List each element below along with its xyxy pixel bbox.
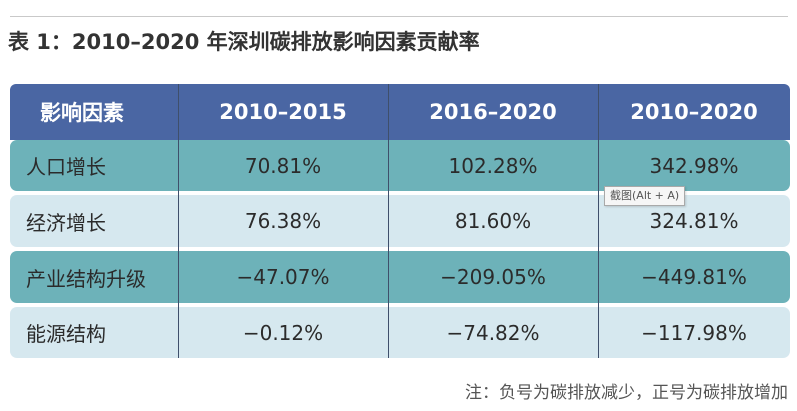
- row-label: 人口增长: [26, 155, 106, 179]
- row-label: 经济增长: [26, 210, 106, 235]
- column-divider: [178, 84, 179, 358]
- header-period-2010-2020: 2010–2020: [630, 100, 758, 124]
- row-label: 产业结构升级: [26, 266, 146, 291]
- column-divider: [388, 84, 389, 358]
- top-divider: [10, 16, 788, 17]
- table-cell: −0.12%: [242, 320, 324, 345]
- table-title: 表 1：2010–2020 年深圳碳排放影响因素贡献率: [8, 30, 480, 54]
- table-cell: 342.98%: [649, 153, 739, 178]
- table-cell: −47.07%: [236, 265, 330, 289]
- screenshot-tooltip: 截图(Alt + A): [604, 186, 686, 206]
- table-header-row: 影响因素 2010–2015 2016–2020 2010–2020: [10, 84, 790, 140]
- table-row: 人口增长 70.81% 102.28% 342.98%: [10, 140, 790, 191]
- table-cell: 81.60%: [454, 209, 532, 233]
- table-cell: 324.81%: [649, 209, 739, 233]
- table-cell: 102.28%: [448, 153, 538, 178]
- contribution-table: 影响因素 2010–2015 2016–2020 2010–2020 人口增长 …: [10, 84, 790, 358]
- header-period-2016-2020: 2016–2020: [429, 100, 557, 124]
- table-row: 产业结构升级 −47.07% −209.05% −449.81%: [10, 251, 790, 303]
- column-divider: [598, 84, 599, 358]
- header-factor: 影响因素: [40, 101, 124, 125]
- header-period-2010-2015: 2010–2015: [219, 100, 347, 124]
- table-cell: −74.82%: [446, 320, 540, 345]
- table-row: 能源结构 −0.12% −74.82% −117.98%: [10, 307, 790, 358]
- table-cell: −209.05%: [440, 265, 546, 289]
- table-cell: −449.81%: [641, 265, 747, 289]
- table-footnote: 注：负号为碳排放减少，正号为碳排放增加: [465, 383, 788, 403]
- table-cell: 76.38%: [244, 209, 322, 233]
- table-cell: 70.81%: [244, 153, 322, 178]
- row-label: 能源结构: [26, 322, 106, 346]
- table-cell: −117.98%: [641, 320, 747, 345]
